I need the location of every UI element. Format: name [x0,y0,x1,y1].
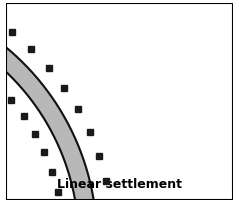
Polygon shape [0,36,97,204]
Text: Linear settlement: Linear settlement [57,177,182,190]
Bar [5,4,234,200]
